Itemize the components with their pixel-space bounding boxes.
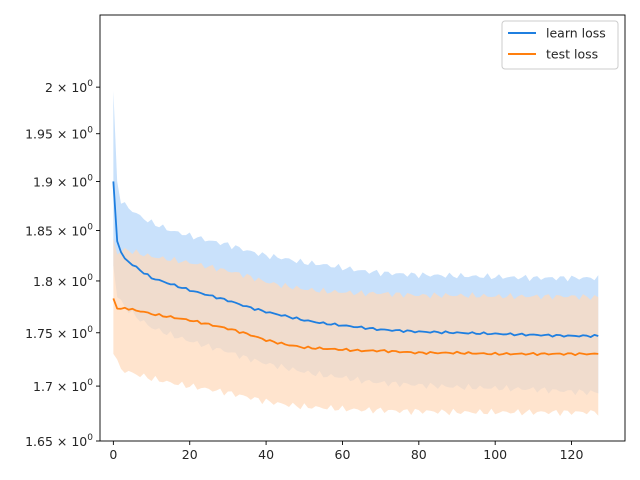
y-tick-label: 2 × 100	[45, 79, 93, 95]
plot-frame	[99, 14, 626, 442]
y-tick-label: 1.7 × 100	[33, 378, 93, 394]
x-tick-label: 40	[258, 447, 274, 462]
y-tick-label: 1.75 × 100	[25, 325, 93, 341]
legend: learn loss test loss	[501, 20, 619, 70]
line-test-loss	[112, 298, 599, 357]
x-tick-label: 60	[335, 447, 351, 462]
x-tick-label: 80	[411, 447, 427, 462]
legend-label-test-loss: test loss	[546, 47, 598, 62]
legend-label-learn-loss: learn loss	[546, 26, 606, 41]
y-tick-label: 1.95 × 100	[25, 126, 93, 142]
y-tick-label: 1.8 × 100	[33, 273, 93, 289]
y-axis: 1.65 × 100 1.7 × 100 1.75 × 100 1.8 × 100 1.…	[25, 79, 100, 449]
x-axis: 0 20 40 60 80 100 120	[109, 441, 584, 462]
x-tick-label: 120	[560, 447, 584, 462]
x-tick-label: 20	[182, 447, 198, 462]
y-tick-label: 1.65 × 100	[25, 433, 93, 449]
y-tick-label: 1.85 × 100	[25, 223, 93, 239]
y-tick-label: 1.9 × 100	[33, 173, 93, 189]
x-tick-label: 100	[483, 447, 507, 462]
line-learn-loss	[112, 181, 599, 338]
series-lines	[112, 181, 599, 357]
x-tick-label: 0	[109, 447, 117, 462]
